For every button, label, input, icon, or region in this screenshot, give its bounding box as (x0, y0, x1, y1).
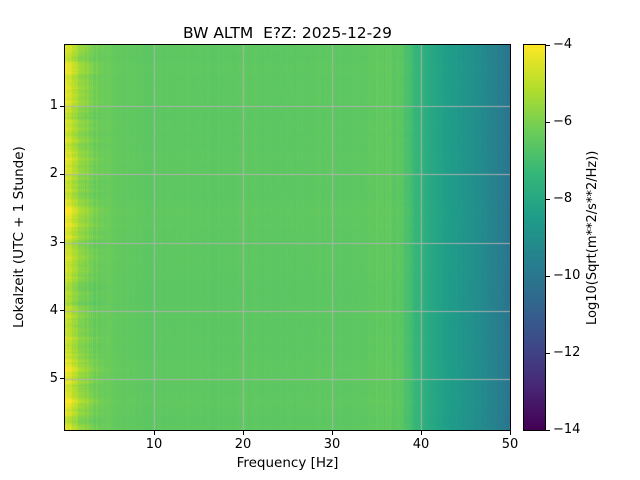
colorbar-tick-label: −12 (553, 345, 581, 360)
x-axis-label: Frequency [Hz] (236, 455, 339, 471)
x-tick-label: 50 (501, 437, 519, 452)
y-tick-mark (60, 242, 64, 244)
colorbar-tick-mark (546, 429, 550, 431)
y-tick-mark (60, 310, 64, 312)
colorbar-tick-label: −10 (553, 268, 581, 283)
x-tick-mark (153, 431, 155, 435)
colorbar-tick-label: −14 (553, 422, 581, 437)
y-tick-mark (60, 105, 64, 107)
colorbar-tick-label: −4 (553, 37, 573, 52)
spectrogram-heatmap (64, 44, 511, 431)
x-tick-mark (420, 431, 422, 435)
colorbar-tick-mark (546, 275, 550, 277)
y-tick-label: 2 (49, 166, 58, 182)
x-tick-mark (509, 431, 511, 435)
colorbar-label: Log10(Sqrt(m**2/s**2/Hz)) (585, 150, 600, 325)
colorbar-tick-mark (546, 44, 550, 46)
y-tick-mark (60, 173, 64, 175)
colorbar-tick-mark (546, 198, 550, 200)
x-tick-label: 30 (323, 437, 341, 452)
colorbar-tick-label: −8 (553, 191, 573, 206)
colorbar (523, 44, 546, 431)
colorbar-tick-label: −6 (553, 114, 573, 129)
y-tick-label: 5 (49, 370, 58, 386)
colorbar-tick-mark (546, 352, 550, 354)
colorbar-tick-mark (546, 121, 550, 123)
y-tick-mark (60, 378, 64, 380)
x-tick-label: 10 (145, 437, 163, 452)
y-tick-label: 1 (49, 98, 58, 114)
x-tick-mark (242, 431, 244, 435)
plot-title: BW ALTM E?Z: 2025-12-29 (182, 24, 392, 42)
y-tick-label: 3 (49, 234, 58, 250)
y-axis-label: Lokalzeit (UTC + 1 Stunde) (11, 146, 27, 329)
y-tick-label: 4 (49, 302, 58, 318)
x-tick-label: 40 (412, 437, 430, 452)
x-tick-mark (331, 431, 333, 435)
x-tick-label: 20 (234, 437, 252, 452)
